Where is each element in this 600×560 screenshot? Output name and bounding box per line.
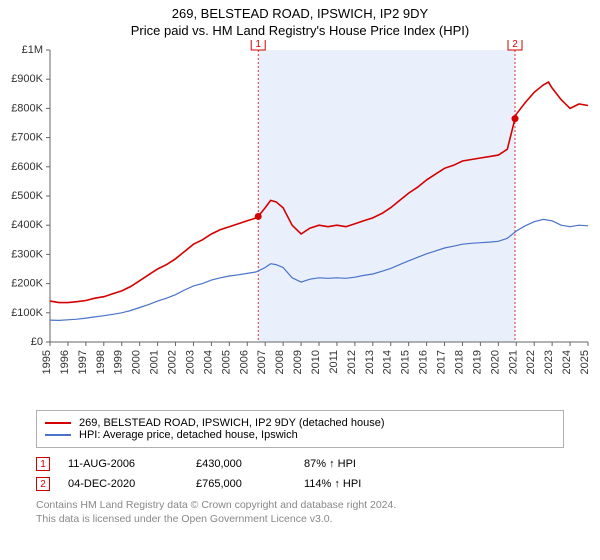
svg-text:£400K: £400K [11,219,43,231]
svg-text:£200K: £200K [11,278,43,290]
svg-text:£800K: £800K [11,102,43,114]
svg-text:2000: 2000 [131,350,143,374]
svg-text:2015: 2015 [400,350,412,374]
svg-text:£600K: £600K [11,161,43,173]
svg-text:2005: 2005 [220,350,232,374]
svg-text:2002: 2002 [167,350,179,374]
sale-row: 2 04-DEC-2020 £765,000 114% ↑ HPI [36,474,564,494]
svg-text:2011: 2011 [328,350,340,374]
sale-pct: 87% ↑ HPI [304,458,356,470]
svg-text:2006: 2006 [238,350,250,374]
svg-text:1996: 1996 [59,350,71,374]
svg-text:2001: 2001 [149,350,161,374]
svg-text:2004: 2004 [202,350,214,374]
svg-text:2012: 2012 [346,350,358,374]
svg-text:2019: 2019 [471,350,483,374]
sale-price: £430,000 [196,458,286,470]
svg-text:£1M: £1M [22,44,43,56]
svg-text:1997: 1997 [77,350,89,374]
svg-text:1: 1 [255,40,261,50]
sale-row: 1 11-AUG-2006 £430,000 87% ↑ HPI [36,454,564,474]
legend-row: 269, BELSTEAD ROAD, IPSWICH, IP2 9DY (de… [45,417,555,429]
title-line2: Price paid vs. HM Land Registry's House … [0,23,600,38]
footer-line2: This data is licensed under the Open Gov… [36,512,564,526]
svg-text:£300K: £300K [11,248,43,260]
sale-marker-dot [512,115,519,122]
svg-text:£500K: £500K [11,190,43,202]
sale-price: £765,000 [196,478,286,490]
svg-text:2021: 2021 [507,350,519,374]
svg-text:2024: 2024 [561,350,573,374]
svg-text:£100K: £100K [11,307,43,319]
title-block: 269, BELSTEAD ROAD, IPSWICH, IP2 9DY Pri… [0,0,600,40]
svg-text:2022: 2022 [525,350,537,374]
svg-text:1998: 1998 [95,350,107,374]
chart-container: 269, BELSTEAD ROAD, IPSWICH, IP2 9DY Pri… [0,0,600,526]
svg-text:£900K: £900K [11,73,43,85]
sale-date: 11-AUG-2006 [68,458,178,470]
legend-swatch [45,434,71,436]
footer-line1: Contains HM Land Registry data © Crown c… [36,498,564,512]
svg-text:£700K: £700K [11,132,43,144]
chart-area: £0 £100K £200K £300K £400K £500K £600K £700K £80… [0,40,600,410]
legend: 269, BELSTEAD ROAD, IPSWICH, IP2 9DY (de… [36,410,564,448]
svg-text:2020: 2020 [489,350,501,374]
footer: Contains HM Land Registry data © Crown c… [36,498,564,526]
legend-row: HPI: Average price, detached house, Ipsw… [45,429,555,441]
svg-text:2009: 2009 [292,350,304,374]
svg-text:2: 2 [512,40,518,50]
svg-text:2007: 2007 [256,350,268,374]
legend-label: 269, BELSTEAD ROAD, IPSWICH, IP2 9DY (de… [79,417,385,429]
svg-text:£0: £0 [31,336,43,348]
sale-marker-icon: 1 [36,457,50,471]
svg-text:2008: 2008 [274,350,286,374]
svg-text:2003: 2003 [184,350,196,374]
svg-text:2016: 2016 [418,350,430,374]
sale-marker-icon: 2 [36,477,50,491]
svg-text:2017: 2017 [436,350,448,374]
sales-table: 1 11-AUG-2006 £430,000 87% ↑ HPI 2 04-DEC-202… [36,454,564,494]
title-line1: 269, BELSTEAD ROAD, IPSWICH, IP2 9DY [0,6,600,21]
svg-text:1999: 1999 [113,350,125,374]
svg-text:2018: 2018 [453,350,465,374]
sale-marker-dot [255,213,262,220]
svg-text:2014: 2014 [382,350,394,374]
svg-text:2023: 2023 [543,350,555,374]
sale-pct: 114% ↑ HPI [304,478,361,490]
chart-svg: £0 £100K £200K £300K £400K £500K £600K £700K £80… [0,40,600,410]
svg-text:2025: 2025 [579,350,591,374]
svg-text:1995: 1995 [41,350,53,374]
svg-text:2013: 2013 [364,350,376,374]
legend-label: HPI: Average price, detached house, Ipsw… [79,429,298,441]
legend-swatch [45,422,71,424]
sale-date: 04-DEC-2020 [68,478,178,490]
svg-text:2010: 2010 [310,350,322,374]
